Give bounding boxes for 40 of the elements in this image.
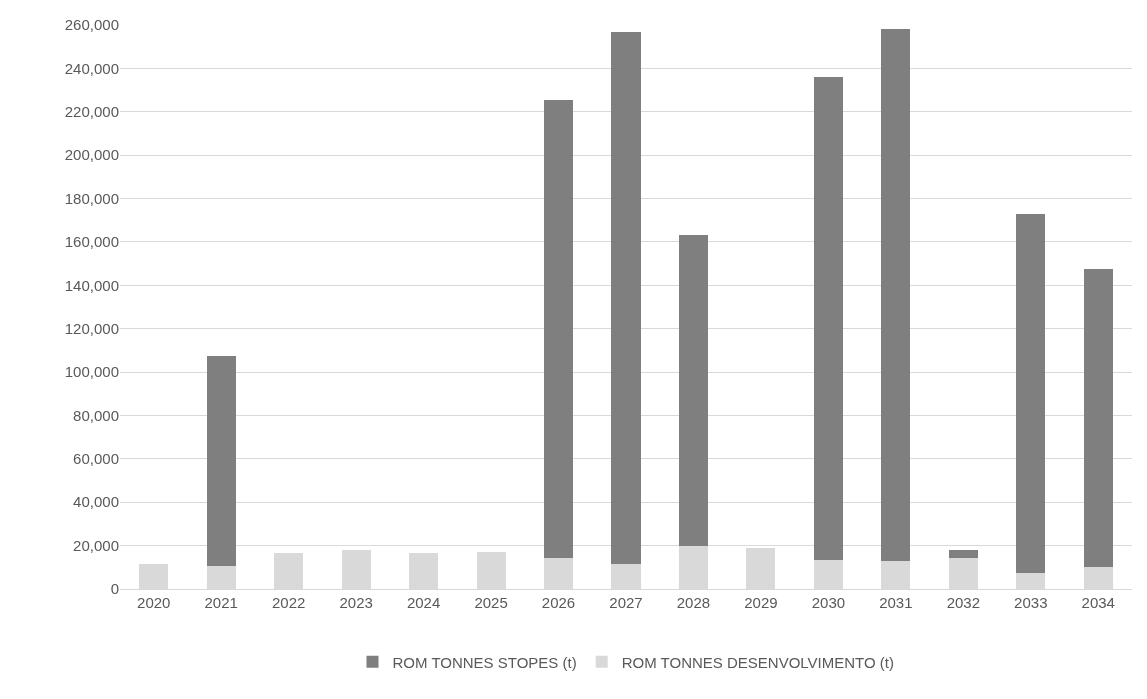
bar (881, 29, 911, 562)
bar (813, 77, 843, 561)
x-tick-label: 2029 (744, 594, 778, 611)
x-tick-label: 2022 (271, 594, 306, 611)
x-tick-label: 2023 (339, 594, 373, 611)
bar (206, 355, 236, 567)
y-tick-label: 120,000 (64, 319, 119, 337)
y-tick-label: 260,000 (64, 16, 119, 34)
x-tick-label: 2020 (137, 594, 171, 611)
x-tick-label: 2027 (609, 594, 643, 611)
x-tick-label: 2028 (676, 594, 711, 611)
bar (1016, 213, 1046, 573)
bar (544, 99, 574, 558)
x-tick-label: 2026 (541, 594, 576, 611)
x-tick-label: 2032 (946, 594, 981, 611)
y-tick-label: 160,000 (64, 233, 119, 251)
y-tick-label: 140,000 (64, 276, 119, 294)
y-tick-label: 0 (110, 580, 119, 598)
x-tick-label: 2025 (474, 594, 508, 611)
x-tick-label: 2030 (811, 594, 846, 611)
bar (1083, 269, 1113, 568)
bar (678, 235, 708, 546)
x-tick-label: 2033 (1014, 594, 1048, 611)
x-tick-label: 2021 (204, 594, 238, 611)
bar (948, 549, 978, 558)
y-tick-label: 220,000 (64, 103, 119, 121)
y-tick-label: 100,000 (64, 363, 119, 381)
y-tick-label: 60,000 (73, 450, 119, 468)
y-tick-label: 20,000 (73, 536, 119, 554)
y-tick-label: 180,000 (64, 189, 119, 207)
x-tick-label: 2034 (1081, 594, 1115, 611)
legend-label: ROM TONNES STOPES (t) (392, 653, 577, 671)
y-tick-label: 200,000 (64, 146, 119, 164)
y-tick-label: 240,000 (64, 59, 119, 77)
x-tick-label: 2031 (879, 594, 913, 611)
legend-label: ROM TONNES DESENVOLVIMENTO (t) (621, 653, 894, 671)
y-tick-label: 80,000 (73, 406, 119, 424)
x-tick-label: 2024 (406, 594, 441, 611)
bar (611, 31, 641, 565)
y-tick-label: 40,000 (73, 493, 119, 511)
